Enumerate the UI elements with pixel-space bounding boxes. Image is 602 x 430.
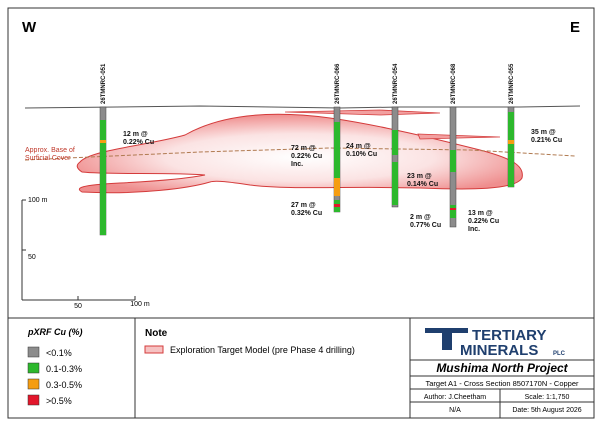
scale-label: 50 (74, 303, 82, 310)
assay-interval (392, 162, 398, 205)
target-model (76, 113, 523, 194)
legend-swatch (27, 394, 40, 406)
legend-label: 0.3-0.5% (46, 380, 82, 390)
intercept-line: 0.32% Cu (291, 210, 322, 217)
intercept-line: 0.22% Cu (468, 218, 499, 225)
legend-label: >0.5% (46, 396, 72, 406)
drill-holes: 26TMNRC-051 26TMNRC-066 26TMNRC-054 26TMNRC… (99, 63, 515, 236)
intercept-line: Inc. (291, 161, 303, 168)
scale-text: Scale: 1:1,750 (525, 394, 570, 401)
project-title: Mushima North Project (436, 361, 568, 375)
legend-swatch (27, 378, 40, 390)
intercept-label: 72 m @0.22% Cu Inc. (291, 145, 322, 168)
logo-suffix: PLC (553, 351, 566, 357)
intercept-line: 0.22% Cu (123, 139, 154, 146)
intercept-line: 24 m @ (346, 143, 371, 150)
intercept-line: 0.77% Cu (410, 222, 441, 229)
logo-text: TERTIARY (472, 327, 546, 344)
intercept-label: 35 m @0.21% Cu (531, 129, 562, 144)
assay-interval (100, 140, 106, 143)
target-lens (417, 133, 501, 140)
intercept-line: 2 m @ (410, 214, 431, 221)
logo-text: MINERALS (460, 342, 538, 359)
assay-interval (508, 140, 514, 144)
intercept-line: 13 m @ (468, 210, 493, 217)
topography (24, 105, 581, 109)
legend-label: <0.1% (46, 348, 72, 358)
assay-interval (450, 150, 456, 172)
intercept-line: 23 m @ (407, 173, 432, 180)
hole-label: 26TMNRC-068 (451, 63, 457, 104)
intercept-line: 0.10% Cu (346, 151, 377, 158)
assay-interval (508, 112, 514, 187)
hole-label: 26TMNRC-066 (335, 63, 341, 104)
scale-label: 50 (28, 254, 36, 261)
assay-interval (450, 208, 456, 210)
assay-interval (450, 205, 456, 218)
intercept-label: 13 m @0.22% Cu Inc. (468, 210, 499, 233)
note-item: Exploration Target Model (pre Phase 4 dr… (170, 345, 355, 355)
scale-label: 100 m (28, 197, 48, 204)
intercept-line: Inc. (468, 226, 480, 233)
cover-label: Approx. Base of Surficial Cover (25, 147, 75, 162)
assay-interval (334, 122, 340, 195)
drill-hole (391, 106, 399, 208)
west-label: W (22, 19, 37, 36)
hole-label: 26TMNRC-051 (101, 63, 107, 104)
target-lens (284, 109, 441, 116)
note-swatch (144, 345, 164, 354)
assay-interval (334, 204, 340, 207)
legend-swatch (27, 362, 40, 374)
east-label: E (570, 19, 580, 36)
hole-label: 26TMNRC-054 (393, 63, 399, 104)
note-title: Note (145, 328, 168, 339)
intercept-label: 27 m @0.32% Cu (291, 202, 322, 217)
assay-interval (100, 120, 106, 235)
legend-swatch (27, 346, 40, 358)
intercept-line: 0.14% Cu (407, 181, 438, 188)
legend-title: pXRF Cu (%) (27, 327, 83, 337)
logo-mark (425, 328, 468, 350)
intercept-line: 72 m @ (291, 145, 316, 152)
intercept-line: 35 m @ (531, 129, 556, 136)
hole-label: 26TMNRC-055 (509, 63, 515, 104)
intercept-label: 24 m @0.10% Cu (346, 143, 377, 158)
subtitle: Target A1 - Cross Section 8507170N - Cop… (426, 379, 580, 388)
reference: N/A (449, 407, 461, 414)
author: Author: J.Cheetham (424, 394, 486, 401)
intercept-label: 23 m @0.14% Cu (407, 173, 438, 188)
intercept-line: 12 m @ (123, 131, 148, 138)
intercept-line: 27 m @ (291, 202, 316, 209)
assay-interval (392, 130, 398, 155)
intercept-label: 2 m @0.77% Cu (410, 214, 441, 229)
cover-line (24, 147, 576, 161)
assay-interval (334, 178, 340, 196)
legend-label: 0.1-0.3% (46, 364, 82, 374)
intercept-line: 0.21% Cu (531, 137, 562, 144)
intercept-label: 12 m @0.22% Cu (123, 131, 154, 146)
intercept-line: 0.22% Cu (291, 153, 322, 160)
date: Date: 5th August 2026 (512, 407, 581, 414)
scale-label: 100 m (130, 301, 150, 308)
